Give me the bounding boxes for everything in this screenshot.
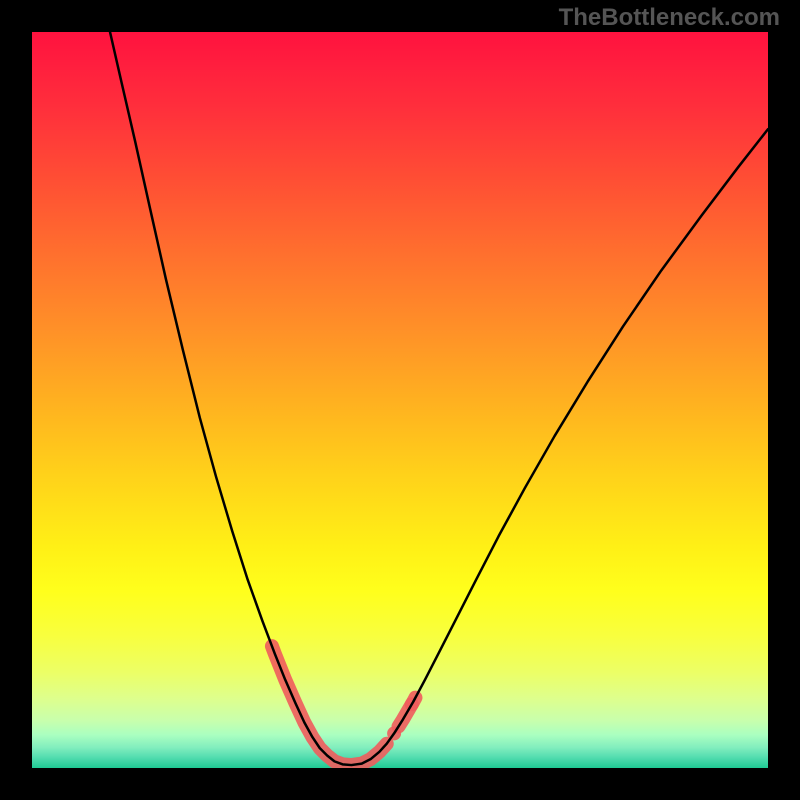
plot-area	[32, 32, 768, 768]
watermark-text: TheBottleneck.com	[559, 4, 780, 32]
curve-svg	[32, 32, 768, 768]
v-curve	[110, 32, 768, 765]
highlight-segment	[272, 646, 387, 765]
